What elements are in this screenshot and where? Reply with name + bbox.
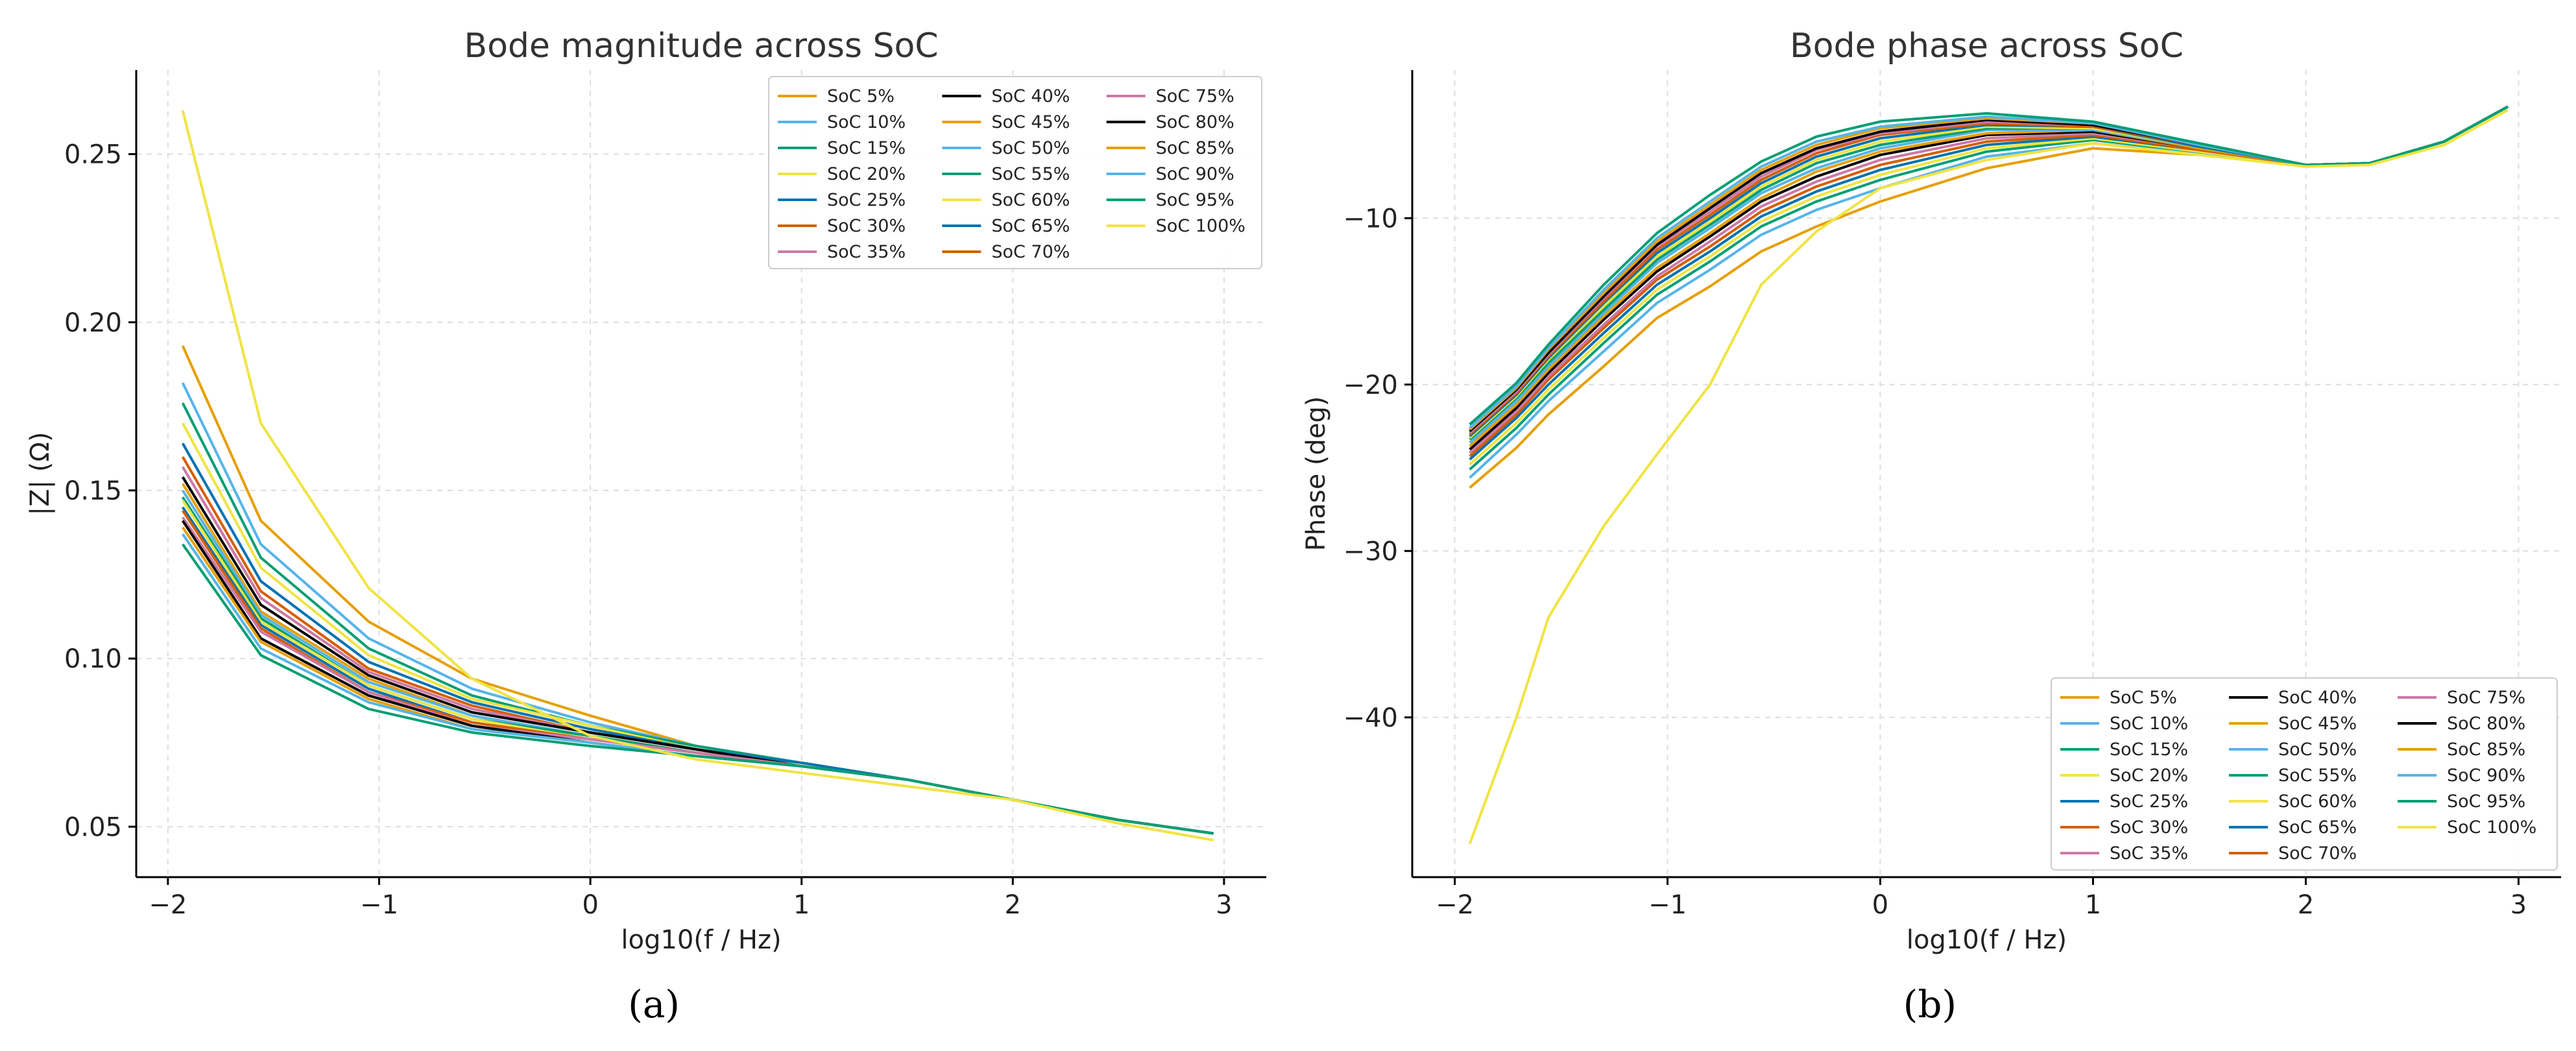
legend-entry-label: SoC 25% (2110, 791, 2188, 812)
x-tick-label: 0 (582, 890, 598, 920)
y-tick-label: 0.10 (64, 644, 122, 674)
series-line-55 (181, 496, 1214, 835)
series-line-100 (181, 110, 1214, 841)
series-line-80 (181, 520, 1214, 835)
legend-entry-label: SoC 35% (827, 242, 906, 262)
panel-label-a: (a) (628, 982, 680, 1026)
chart-title: Bode phase across SoC (1790, 27, 2184, 66)
y-tick-label: −20 (1343, 370, 1398, 400)
legend-entry-label: SoC 10% (2110, 714, 2188, 734)
legend-entry-label: SoC 20% (2110, 766, 2188, 786)
series-line-100 (1468, 108, 2509, 845)
legend-entry-label: SoC 20% (827, 164, 906, 184)
x-tick-label: 1 (2085, 890, 2101, 920)
x-tick-label: 3 (2510, 890, 2527, 920)
legend-entry-label: SoC 30% (827, 216, 906, 236)
legend-entry-label: SoC 50% (2278, 740, 2357, 760)
series-line-20 (181, 422, 1214, 835)
series-line-90 (1469, 105, 2509, 429)
panel-label-b: (b) (1903, 982, 1956, 1026)
series-line-25 (181, 442, 1214, 835)
legend-entry-label: SoC 60% (991, 190, 1070, 210)
legend-entry-label: SoC 80% (1156, 112, 1234, 132)
legend-entry-label: SoC 15% (827, 138, 906, 158)
x-tick-label: −2 (1436, 890, 1474, 920)
legend-entry-label: SoC 90% (2447, 766, 2525, 786)
legend-entry-label: SoC 5% (2110, 688, 2177, 708)
x-tick-label: −2 (149, 890, 187, 920)
y-tick-label: 0.20 (64, 308, 122, 338)
y-tick-label: 0.15 (64, 476, 122, 506)
x-axis-label: log10(f / Hz) (1907, 925, 2067, 955)
magnitude-chart: −2 −1 0 1 2 3 0.05 0.10 0.15 0.20 0.25 Bode magnitu… (25, 27, 1266, 955)
series-line-75 (181, 516, 1214, 835)
legend-entry-label: SoC 50% (991, 138, 1070, 158)
series-line-15 (181, 402, 1214, 835)
legend-entry-label: SoC 10% (827, 112, 906, 132)
x-tick-label: 0 (1872, 890, 1888, 920)
y-tick-label: 0.25 (64, 140, 122, 170)
y-tick-label: −10 (1343, 204, 1398, 234)
x-axis-label: log10(f / Hz) (621, 925, 781, 955)
x-tick-label: 2 (2298, 890, 2314, 920)
x-tick-label: −1 (1648, 890, 1687, 920)
legend-entry-label: SoC 40% (2278, 688, 2357, 708)
legend-entry-label: SoC 95% (1156, 190, 1234, 210)
legend-entry-label: SoC 100% (2447, 817, 2536, 838)
y-tick-label: −30 (1343, 537, 1398, 566)
series-line-30 (181, 456, 1214, 835)
legend-entry-label: SoC 45% (2278, 714, 2357, 734)
series-line-40 (181, 476, 1214, 835)
legend-entry-label: SoC 90% (1156, 164, 1234, 184)
series-line-95 (181, 543, 1214, 835)
legend-entry-label: SoC 55% (2278, 766, 2357, 786)
series-line-95 (1469, 105, 2509, 426)
legend-entry-label: SoC 75% (1156, 86, 1234, 106)
x-tick-label: 1 (793, 890, 810, 920)
x-tick-label: −1 (360, 890, 398, 920)
y-axis-label: Phase (deg) (1301, 396, 1331, 551)
legend-entry-label: SoC 45% (991, 112, 1070, 132)
legend-entry-label: SoC 65% (2278, 817, 2357, 838)
legend-entry-label: SoC 70% (991, 242, 1070, 262)
legend-entry-label: SoC 55% (991, 164, 1070, 184)
legend-box (2051, 677, 2558, 871)
x-tick-label: 2 (1005, 890, 1021, 920)
chart-title: Bode magnitude across SoC (464, 27, 938, 66)
series-line-65 (181, 506, 1214, 835)
legend-entry-label: SoC 100% (1156, 216, 1246, 236)
legend-entry-label: SoC 85% (1156, 138, 1234, 158)
series-line-60 (181, 500, 1214, 835)
series-line-70 (181, 509, 1214, 835)
legend-entry-label: SoC 80% (2447, 714, 2525, 734)
y-tick-label: 0.05 (64, 812, 122, 842)
y-axis-label: |Z| (Ω) (25, 432, 55, 516)
legend-entry-label: SoC 85% (2447, 740, 2525, 760)
legend-entry-label: SoC 65% (991, 216, 1070, 236)
series-line-10 (181, 382, 1214, 835)
legend-entry-label: SoC 30% (2110, 817, 2188, 838)
legend-entry-label: SoC 25% (827, 190, 906, 210)
legend-entry-label: SoC 75% (2447, 688, 2525, 708)
legend-entry-label: SoC 15% (2110, 740, 2188, 760)
x-tick-label: 3 (1216, 890, 1232, 920)
legend-entry-label: SoC 35% (2110, 843, 2188, 864)
legend-box (768, 76, 1262, 269)
legend: SoC 5% SoC 10% SoC 15% SoC 20% SoC 25% SoC 30… (2051, 677, 2558, 871)
series-line-35 (181, 466, 1214, 835)
legend-entry-label: SoC 95% (2447, 791, 2525, 812)
legend-entry-label: SoC 70% (2278, 843, 2357, 864)
y-tick-label: −40 (1343, 703, 1398, 733)
legend-entry-label: SoC 60% (2278, 791, 2357, 812)
legend-entry-label: SoC 40% (991, 86, 1070, 106)
legend: SoC 5% SoC 10% SoC 15% SoC 20% SoC 25% SoC 30… (768, 76, 1262, 269)
legend-entry-label: SoC 5% (827, 86, 895, 106)
